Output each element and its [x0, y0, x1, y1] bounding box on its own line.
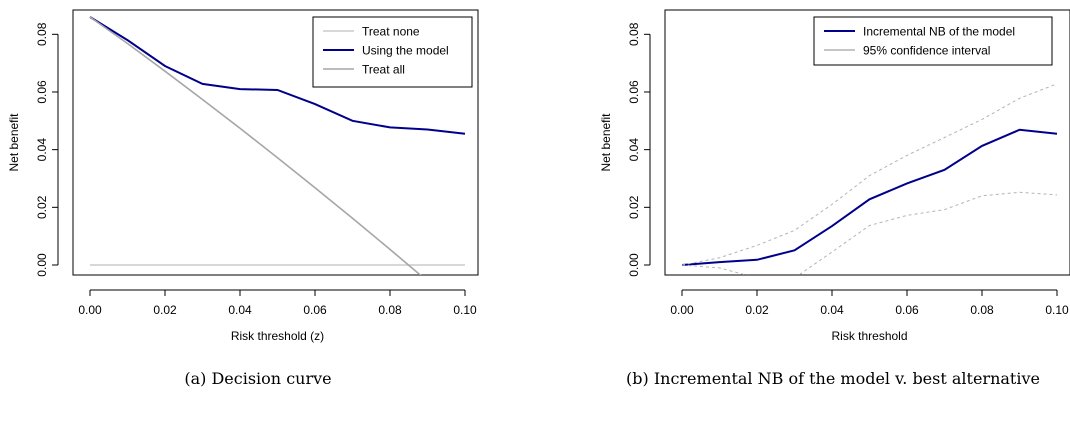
- series-line-2: [89, 16, 422, 275]
- y-tick-label: 0.06: [35, 80, 49, 104]
- series-line-2: [681, 191, 1058, 275]
- legend-box: [813, 16, 1053, 66]
- x-tick-label: 0.10: [1045, 303, 1069, 317]
- y-axis-title: Net benefit: [7, 113, 21, 172]
- legend-label: 95% confidence interval: [863, 44, 990, 58]
- x-axis-title: Risk threshold: [831, 329, 907, 343]
- legend: Treat none Using the model Treat all: [312, 16, 473, 88]
- y-tick-label: 0.02: [627, 195, 641, 219]
- series-line-1: [681, 83, 1058, 266]
- series-line-1: [89, 16, 466, 135]
- legend-label: Treat all: [362, 63, 405, 77]
- x-tick-label: 0.02: [153, 303, 177, 317]
- series-line-0: [681, 128, 1058, 266]
- y-tick-label: 0.08: [35, 22, 49, 46]
- x-tick-label: 0.06: [303, 303, 327, 317]
- plot-frame: [72, 9, 479, 276]
- y-tick-label: 0.04: [627, 138, 641, 162]
- legend-label: Incremental NB of the model: [863, 25, 1015, 39]
- y-tick-label: 0.08: [627, 22, 641, 46]
- chart-panel-b: 0.00 0.02 0.04 0.06 0.08 0.10 0.00 0.02 0.04 0.06…: [599, 9, 1070, 388]
- figure-caption: (a) Decision curve: [184, 369, 331, 388]
- x-tick-label: 0.00: [78, 303, 102, 317]
- y-tick-label: 0.00: [35, 253, 49, 277]
- legend-box: [312, 16, 473, 88]
- y-tick-label: 0.02: [35, 195, 49, 219]
- x-tick-label: 0.08: [970, 303, 994, 317]
- x-axis-title: Risk threshold (z): [231, 329, 324, 343]
- x-tick-label: 0.06: [895, 303, 919, 317]
- y-axis-title: Net benefit: [599, 113, 613, 172]
- x-tick-label: 0.02: [745, 303, 769, 317]
- figure-caption: (b) Incremental NB of the model v. best …: [626, 369, 1040, 388]
- series-group: [681, 83, 1058, 275]
- y-tick-label: 0.06: [627, 80, 641, 104]
- x-tick-label: 0.08: [378, 303, 402, 317]
- x-tick-label: 0.04: [820, 303, 844, 317]
- y-tick-label: 0.00: [627, 253, 641, 277]
- x-tick-label: 0.00: [670, 303, 694, 317]
- series-group: [89, 16, 466, 275]
- plot-frame: [664, 9, 1070, 276]
- x-tick-label: 0.04: [228, 303, 252, 317]
- legend-label: Treat none: [362, 25, 420, 39]
- legend-label: Using the model: [362, 44, 449, 58]
- chart-panel-a: 0.00 0.02 0.04 0.06 0.08 0.10 0.00 0.02 0.04 0.06…: [7, 9, 479, 388]
- x-tick-label: 0.10: [453, 303, 477, 317]
- y-tick-label: 0.04: [35, 138, 49, 162]
- legend: Incremental NB of the model 95% confidenc…: [813, 16, 1053, 66]
